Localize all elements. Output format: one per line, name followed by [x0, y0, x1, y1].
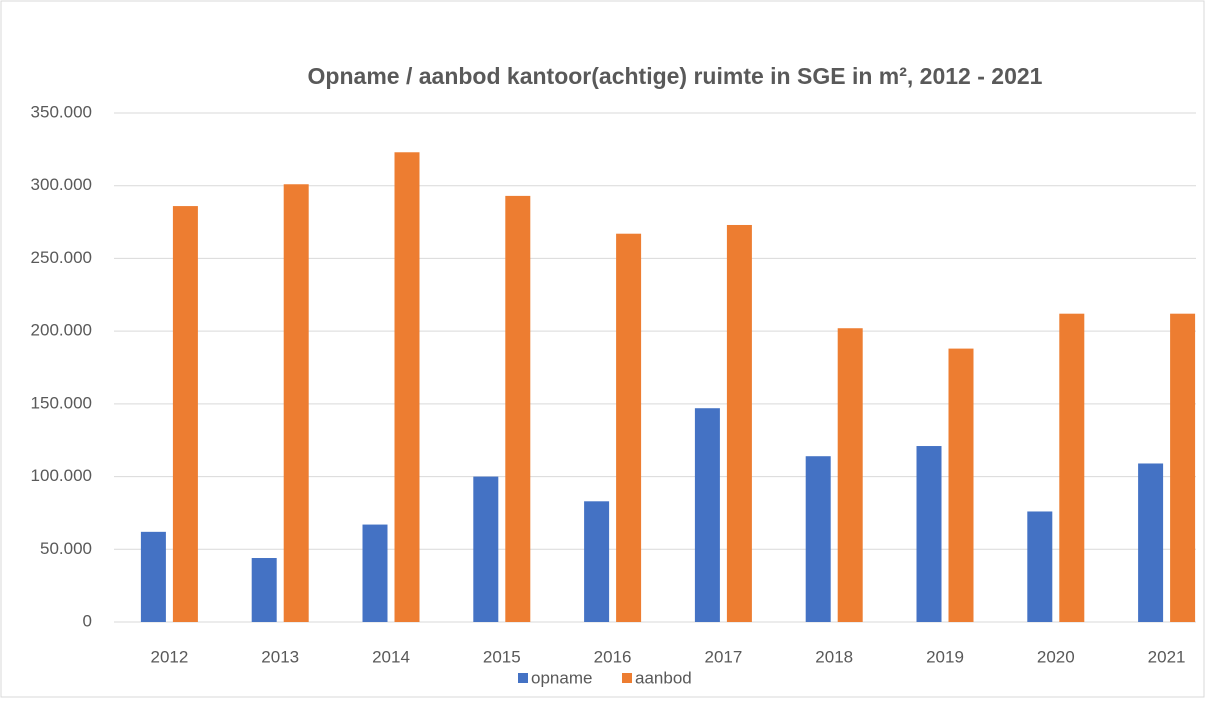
- bar: [362, 524, 388, 622]
- bar: [1027, 511, 1053, 622]
- bar: [916, 446, 942, 622]
- bar: [251, 558, 277, 622]
- bar: [505, 195, 531, 622]
- bar: [1138, 463, 1164, 622]
- x-tick-label: 2019: [926, 647, 964, 666]
- y-tick-label: 200.000: [31, 321, 92, 340]
- bar: [283, 184, 309, 622]
- legend-swatch: [518, 673, 528, 683]
- x-tick-label: 2015: [483, 647, 521, 666]
- bar: [805, 456, 831, 622]
- legend-swatch: [622, 673, 632, 683]
- x-tick-label: 2017: [704, 647, 742, 666]
- chart-title: Opname / aanbod kantoor(achtige) ruimte …: [308, 63, 1043, 89]
- bar: [584, 501, 610, 622]
- x-tick-label: 2014: [372, 647, 410, 666]
- x-tick-label: 2018: [815, 647, 853, 666]
- y-tick-label: 100.000: [31, 466, 92, 485]
- bar: [837, 328, 863, 622]
- y-tick-label: 300.000: [31, 175, 92, 194]
- bar: [694, 408, 720, 622]
- bar: [473, 476, 499, 622]
- bar: [172, 206, 198, 622]
- x-tick-label: 2012: [150, 647, 188, 666]
- y-tick-label: 150.000: [31, 393, 92, 412]
- bar: [1059, 313, 1085, 622]
- legend-label: opname: [531, 668, 592, 687]
- x-tick-label: 2020: [1037, 647, 1075, 666]
- y-tick-label: 0: [83, 611, 92, 630]
- bar: [616, 233, 642, 622]
- bar: [726, 224, 752, 623]
- x-tick-label: 2021: [1148, 647, 1186, 666]
- legend-label: aanbod: [635, 668, 692, 687]
- bar: [948, 348, 974, 622]
- x-tick-label: 2016: [594, 647, 632, 666]
- bar: [394, 152, 420, 622]
- y-tick-label: 50.000: [40, 539, 92, 558]
- x-tick-label: 2013: [261, 647, 299, 666]
- y-tick-label: 250.000: [31, 248, 92, 267]
- y-tick-label: 350.000: [31, 102, 92, 121]
- bar: [140, 531, 166, 622]
- bar: [1170, 313, 1196, 622]
